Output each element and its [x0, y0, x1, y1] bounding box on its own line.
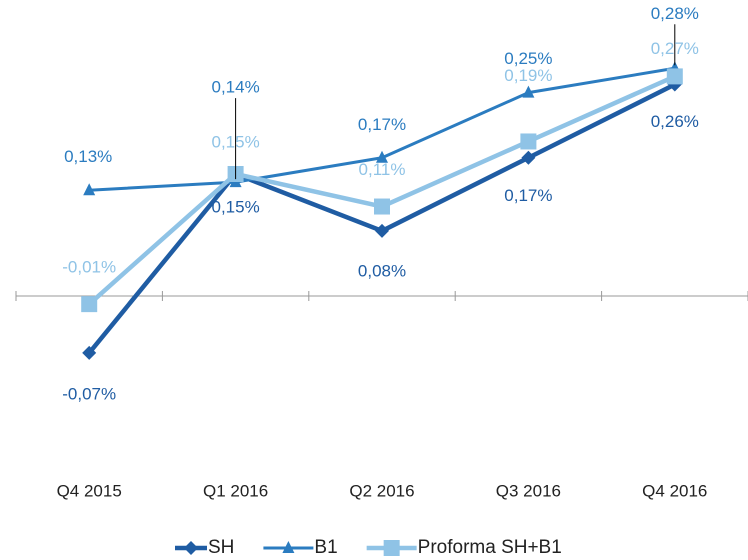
legend-label: Proforma SH+B1	[418, 537, 562, 558]
legend-label: B1	[314, 537, 337, 558]
data-label: -0,01%	[62, 258, 116, 277]
x-tick-label: Q2 2016	[349, 481, 414, 500]
data-point	[666, 68, 683, 85]
data-point	[376, 150, 388, 163]
legend-label: SH	[208, 537, 234, 558]
data-label: 0,11%	[359, 160, 406, 179]
x-tick-label: Q4 2016	[642, 481, 707, 500]
legend-marker	[383, 540, 400, 556]
data-label: 0,14%	[211, 78, 259, 97]
data-point	[375, 223, 389, 238]
data-label: 0,28%	[651, 4, 699, 23]
data-point	[522, 85, 535, 98]
legend-marker	[282, 541, 295, 553]
data-point	[81, 296, 98, 313]
data-label: 0,13%	[64, 147, 112, 166]
legend-marker	[184, 541, 198, 555]
data-label: 0,15%	[211, 132, 259, 151]
data-point	[82, 345, 97, 360]
data-label: 0,26%	[651, 112, 699, 131]
data-point	[521, 150, 536, 165]
x-tick-label: Q1 2016	[203, 481, 268, 500]
data-label: 0,17%	[358, 115, 406, 134]
data-point	[374, 198, 390, 215]
data-label: 0,25%	[504, 49, 552, 68]
data-label: 0,19%	[504, 66, 552, 85]
data-label: 0,15%	[211, 197, 259, 216]
data-point	[83, 183, 96, 196]
data-label: 0,08%	[358, 261, 406, 280]
x-tick-label: Q3 2016	[496, 481, 561, 500]
x-tick-label: Q4 2015	[57, 481, 122, 500]
data-label: 0,17%	[504, 186, 552, 205]
data-label: 0,27%	[651, 39, 699, 58]
data-label: -0,07%	[62, 384, 116, 403]
data-point	[520, 133, 537, 150]
